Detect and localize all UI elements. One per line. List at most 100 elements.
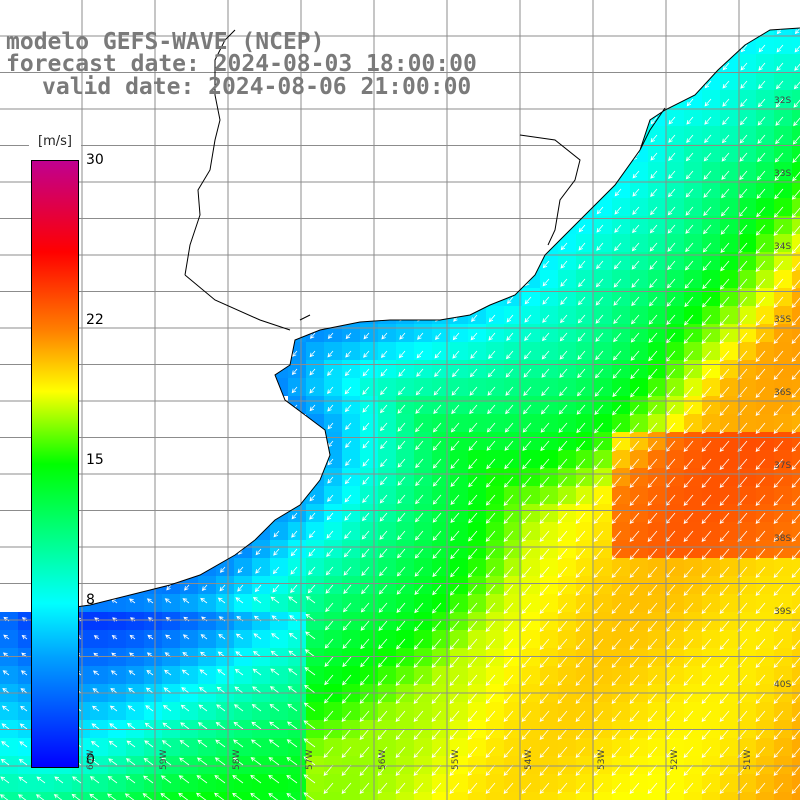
wind-arrow [449,728,460,740]
wind-arrow [721,152,730,162]
wind-arrow [286,739,298,748]
wind-arrow [432,530,442,541]
model-title: modelo GEFS-WAVE (NCEP) [6,29,325,55]
wind-arrow [684,278,694,289]
wind-arrow [521,620,532,632]
wind-arrow [611,566,622,578]
wind-arrow [594,386,604,397]
wind-arrow [304,649,316,658]
wind-arrow [611,728,622,740]
wind-arrow [361,566,370,576]
wind-arrow [593,566,604,578]
wind-arrow [575,584,586,596]
wind-arrow [91,723,100,730]
wind-arrow [521,710,532,722]
wind-arrow [273,530,280,538]
wind-arrow [341,746,352,758]
wind-arrow [359,764,370,776]
wind-arrow [399,332,406,340]
wind-arrow [108,740,118,748]
wind-cell [36,792,54,800]
wind-arrow [647,638,658,650]
wind-arrow [180,704,190,712]
wind-arrow [341,728,352,740]
wind-arrow [701,404,712,416]
wind-arrow [287,686,298,694]
wind-arrow [719,404,730,416]
wind-arrow [488,332,496,341]
wind-cell [576,792,594,800]
wind-arrow [272,584,280,593]
wind-arrow [253,633,262,640]
wind-arrow [521,674,532,686]
wind-arrow [505,368,514,378]
wind-arrow [146,598,154,604]
wind-arrow [179,739,190,748]
wind-arrow [540,422,550,433]
wind-arrow [704,98,712,107]
wind-arrow [794,45,800,53]
wind-arrow [324,674,334,686]
wind-arrow [449,602,460,614]
wind-arrow [755,422,766,434]
wind-arrow [434,332,442,341]
wind-arrow [557,584,568,596]
wind-arrow [576,386,586,397]
wind-arrow [485,728,496,740]
wind-cell [270,792,288,800]
wind-arrow [683,548,694,560]
wind-cell [540,792,558,800]
wind-arrow [3,634,10,640]
wind-arrow [485,656,496,668]
wind-arrow [613,296,622,306]
wind-arrow [234,668,244,676]
wind-arrow [542,278,550,287]
wind-arrow [381,332,388,340]
wind-arrow [649,260,658,270]
wind-arrow [666,278,676,289]
wind-cell [792,702,800,720]
wind-arrow [648,332,658,344]
wind-arrow [397,404,406,414]
wind-arrow [485,584,496,596]
wind-arrow [110,670,118,676]
wind-arrow [631,278,640,288]
wind-arrow [719,710,730,722]
wind-arrow [362,404,370,413]
wind-arrow [219,584,226,592]
wind-arrow [503,548,514,560]
wind-arrow [755,764,766,776]
wind-arrow [539,674,550,686]
wind-cell [702,792,720,800]
wind-arrow [251,704,262,712]
wind-arrow [613,314,622,325]
wind-arrow [593,602,604,614]
wind-arrow [593,692,604,704]
wind-arrow [362,476,370,485]
wind-arrow [629,782,640,794]
wind-arrow [309,512,316,520]
wind-arrow [432,584,442,596]
wind-arrow [647,656,658,668]
wind-arrow [379,548,388,559]
wind-arrow [683,512,694,524]
wind-arrow [413,782,424,794]
wind-arrow [521,746,532,758]
wind-arrow [503,638,514,650]
wind-arrow [162,722,172,730]
wind-arrow [611,692,622,704]
wind-arrow [650,152,658,161]
wind-arrow [683,620,694,632]
wind-arrow [775,134,784,145]
wind-arrow [611,746,622,758]
wind-arrow [1,723,10,730]
latitude-label: 37S [774,461,792,471]
wind-arrow [775,80,784,90]
wind-arrow [269,721,280,730]
wind-arrow [539,476,550,488]
wind-arrow [415,458,424,469]
wind-arrow [198,704,208,712]
wind-arrow [341,782,352,794]
wind-arrow [468,512,478,524]
wind-arrow [756,188,766,199]
